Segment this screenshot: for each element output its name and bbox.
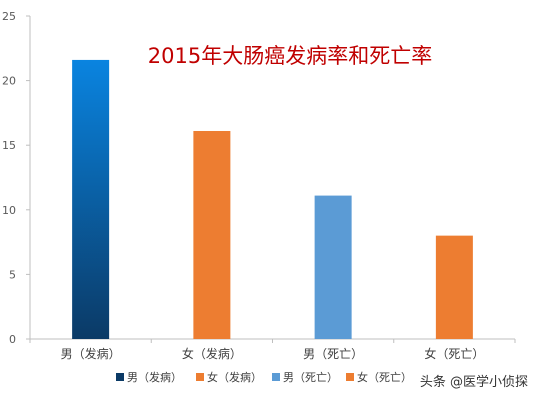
bar-1	[72, 59, 110, 339]
x-tick-label: 女（死亡）	[424, 346, 484, 361]
legend-label-3: 男（死亡）	[283, 370, 338, 384]
bar-4	[435, 235, 473, 339]
legend-swatch-2	[196, 373, 204, 381]
chart-title: 2015年大肠癌发病率和死亡率	[148, 44, 432, 68]
bar-3	[314, 195, 352, 339]
x-tick-label: 男（发病）	[61, 346, 121, 361]
legend-swatch-4	[346, 373, 354, 381]
legend-label-4: 女（死亡）	[357, 370, 412, 384]
y-axis-ticks: 0 5 10 15 20 25	[2, 10, 30, 346]
y-tick-label: 15	[2, 139, 16, 152]
legend-swatch-1	[116, 373, 124, 381]
bars	[72, 59, 473, 339]
y-tick-label: 5	[9, 268, 16, 281]
watermark-text: 头条 @医学小侦探	[420, 374, 528, 390]
legend-label-1: 男（发病）	[127, 370, 182, 384]
bar-2	[193, 130, 231, 339]
y-tick-label: 0	[9, 333, 16, 346]
x-tick-label: 男（死亡）	[303, 347, 363, 361]
legend-swatch-3	[272, 373, 280, 381]
x-axis-labels: 男（发病） 女（发病） 男（死亡） 女（死亡）	[29, 339, 516, 361]
legend: 男（发病） 女（发病） 男（死亡） 女（死亡）	[116, 370, 412, 384]
y-tick-label: 20	[2, 75, 16, 88]
legend-label-2: 女（发病）	[207, 370, 262, 384]
y-tick-label: 25	[2, 10, 16, 23]
x-tick-label: 女（发病）	[182, 346, 242, 361]
y-tick-label: 10	[2, 204, 16, 217]
